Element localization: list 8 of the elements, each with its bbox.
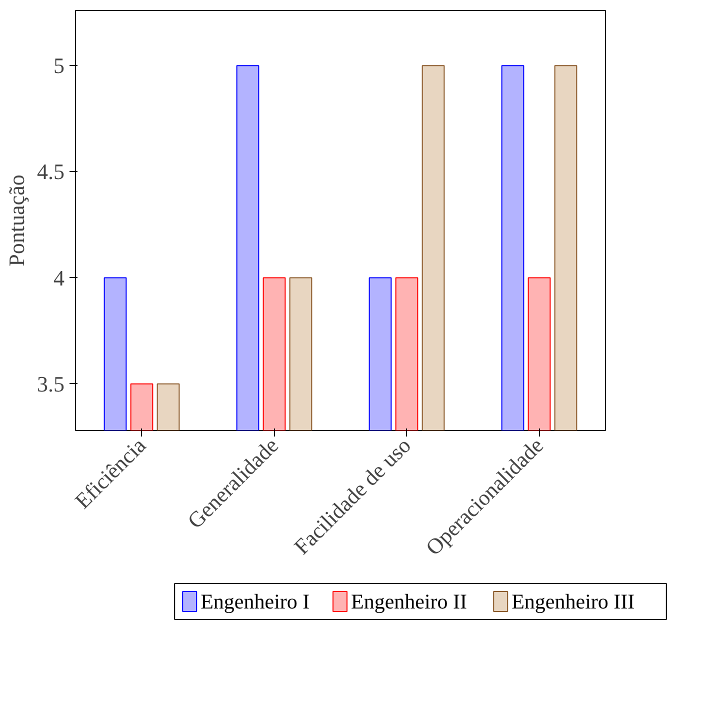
- y-tick-label: 5: [54, 53, 64, 78]
- y-tick-label: 4: [54, 265, 64, 290]
- legend-label: Engenheiro I: [200, 590, 310, 614]
- legend-label: Engenheiro II: [351, 590, 468, 614]
- y-axis-title: Pontuação: [4, 174, 29, 266]
- y-tick-label: 3.5: [37, 371, 64, 396]
- legend-label: Engenheiro III: [512, 590, 635, 614]
- y-tick-label: 4.5: [37, 159, 64, 184]
